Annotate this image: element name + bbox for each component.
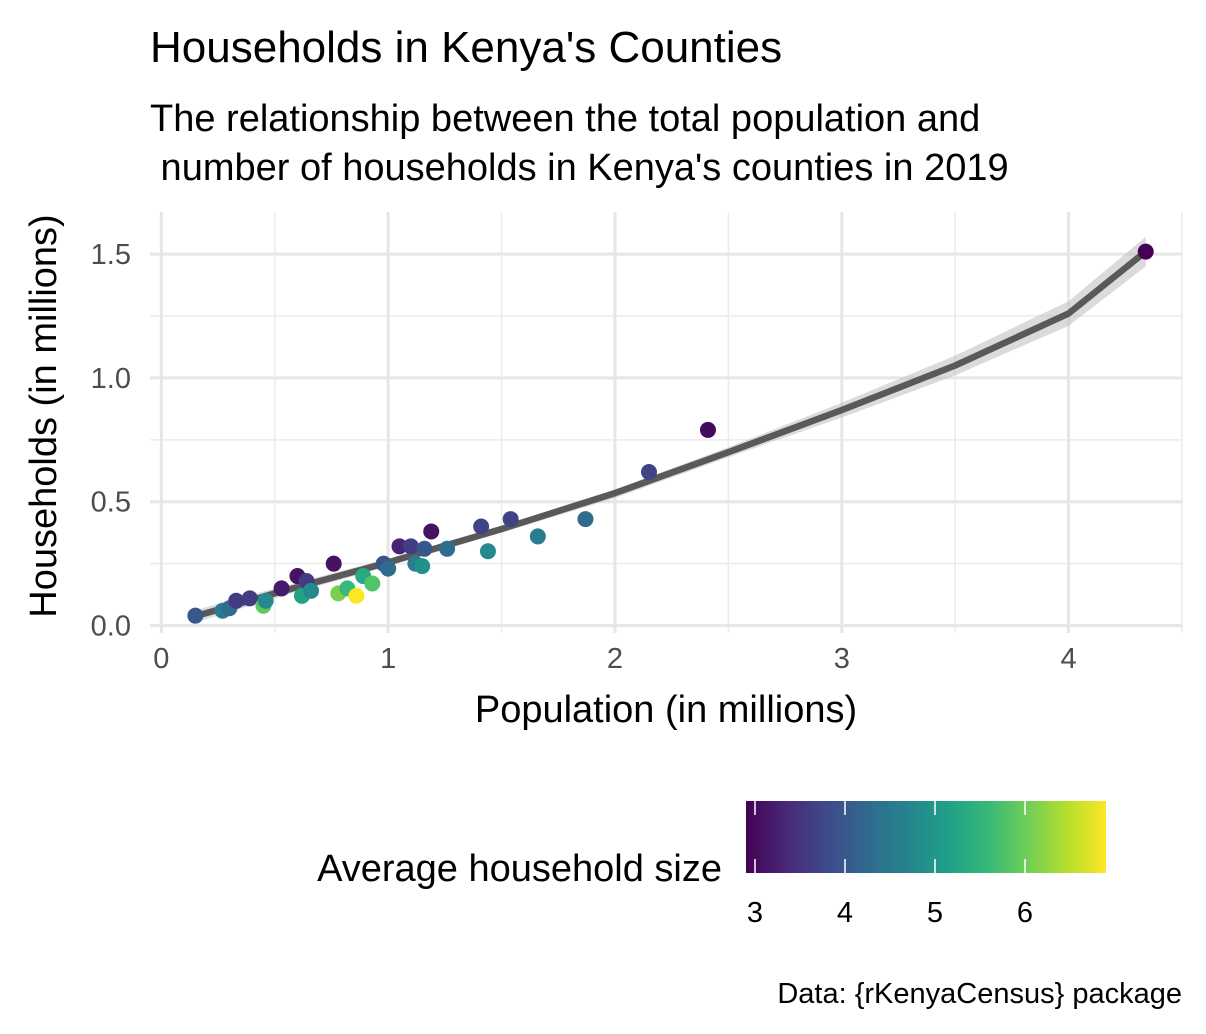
data-points [187,243,1154,624]
trend-line-path [189,248,1149,621]
chart-title: Households in Kenya's Counties [150,23,782,72]
caption: Data: {rKenyaCensus} package [777,978,1182,1010]
data-point [414,558,431,575]
legend-colorbar [746,801,1106,873]
grid-lines [150,212,1183,633]
axis-ticks: 0 1 2 3 4 0.0 0.5 1.0 1.5 [91,239,1077,675]
data-point [348,587,365,604]
data-point [640,464,657,481]
data-point [257,592,274,609]
data-point [391,538,408,555]
y-tick-label: 1.5 [91,239,131,271]
data-point [502,511,519,528]
data-point [303,582,320,599]
data-point [228,592,245,609]
data-point [416,540,433,557]
data-point [1137,243,1154,260]
legend-tick-label: 3 [747,897,763,929]
x-tick-label: 0 [153,643,169,675]
legend-ticks: 3 4 5 6 [747,801,1033,929]
x-axis-title: Population (in millions) [475,689,857,731]
data-point [699,421,716,438]
y-tick-label: 0.0 [91,611,131,643]
data-point [402,538,419,555]
legend-title: Average household size [317,848,722,890]
y-axis-title: Households (in millions) [23,214,65,617]
data-point [325,555,342,572]
y-tick-label: 0.5 [91,487,131,519]
data-point [529,528,546,545]
data-point [479,543,496,560]
legend-tick-label: 4 [837,897,853,929]
data-point [273,580,290,597]
x-tick-label: 2 [607,643,623,675]
data-point [187,607,204,624]
data-point [380,560,397,577]
legend-tick-label: 5 [927,897,943,929]
data-point [364,575,381,592]
y-tick-label: 1.0 [91,363,131,395]
chart-subtitle-line-1: The relationship between the total popul… [150,98,980,140]
data-point [423,523,440,540]
data-point [241,590,258,607]
legend-tick-label: 6 [1017,897,1033,929]
x-tick-label: 4 [1061,643,1077,675]
data-point [439,540,456,557]
x-tick-label: 1 [380,643,396,675]
data-point [473,518,490,535]
x-tick-label: 3 [834,643,850,675]
trend-line [189,248,1149,621]
chart-subtitle-line-2: number of households in Kenya's counties… [150,147,1009,189]
data-point [577,511,594,528]
